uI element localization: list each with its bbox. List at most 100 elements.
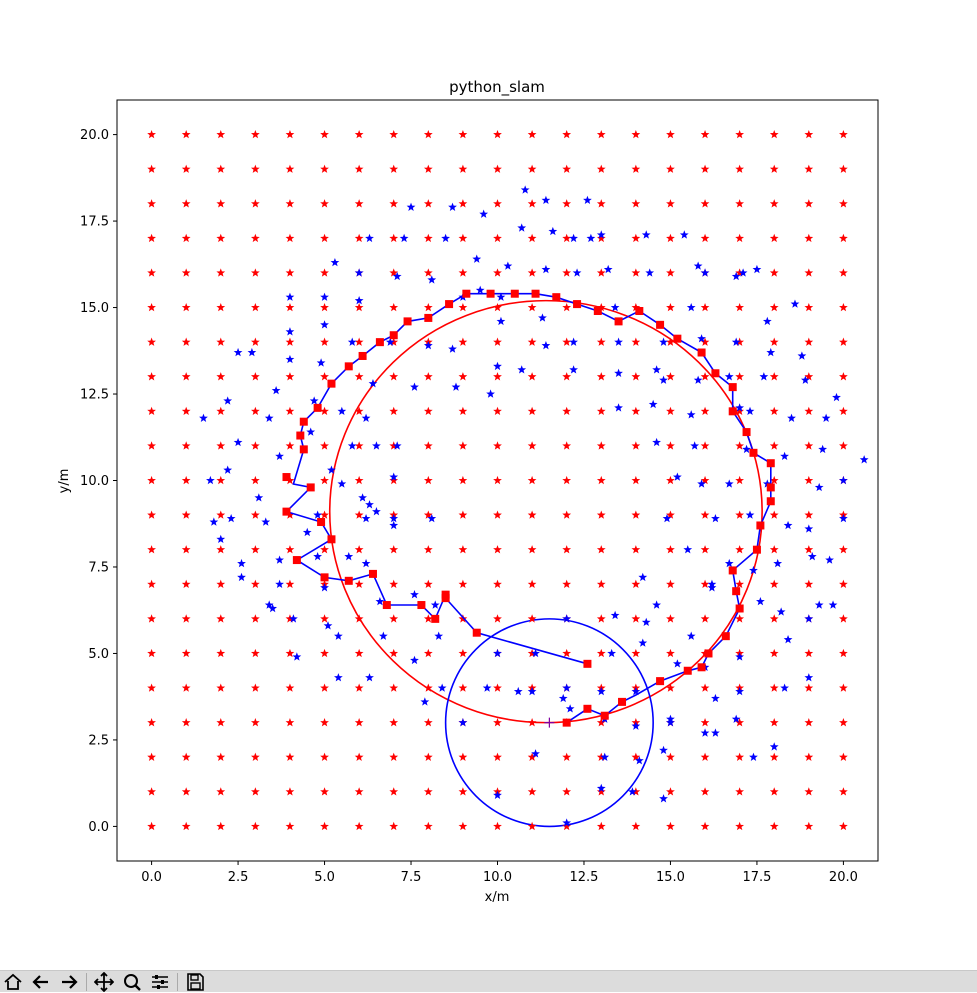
pose-marker [735,604,744,613]
landmark-star [181,441,191,450]
landmark-star [596,752,606,761]
landmark-star [320,683,329,692]
landmark-star [320,441,329,450]
landmark-star [389,648,399,658]
landmark-star [147,752,156,761]
landmark-star [250,129,260,139]
estimated-landmark-star [724,372,734,381]
landmark-star [631,233,641,243]
landmark-star [493,268,502,277]
estimated-landmark-star [392,271,402,281]
landmark-star [562,475,572,485]
landmark-star [389,268,399,277]
estimated-landmark-star [780,451,789,461]
landmark-star [216,648,226,658]
estimated-landmark-star [839,513,848,523]
estimated-landmark-star [289,614,298,623]
landmark-star [423,718,433,727]
pose-marker [327,535,336,544]
estimated-landmark-star [389,520,399,530]
landmark-star [666,579,675,588]
landmark-star [216,268,226,277]
configure-subplots-icon[interactable] [147,971,173,993]
landmark-star [631,406,641,416]
landmark-star [769,579,779,588]
estimated-landmark-star [787,413,796,422]
landmark-star [181,406,191,416]
landmark-star [250,337,260,346]
estimated-landmark-star [327,465,336,474]
landmark-star [596,406,606,416]
landmark-star [527,579,537,588]
landmark-star [666,233,675,243]
pose-marker [424,313,433,322]
x-tick-label: 15.0 [656,870,685,885]
landmark-star [250,614,260,623]
pan-icon[interactable] [91,971,117,993]
estimated-landmark-star [659,375,668,384]
landmark-star [147,164,156,173]
landmark-star [423,683,433,692]
estimated-landmark-star [603,264,613,274]
landmark-star [389,441,399,450]
landmark-star [147,372,156,381]
estimated-landmark-star [434,631,444,640]
landmark-star [596,233,606,243]
estimated-landmark-star [634,756,644,765]
back-arrow-icon[interactable] [28,971,54,993]
landmark-star [354,718,364,727]
estimated-landmark-star [275,555,284,564]
landmark-star [354,579,364,588]
pose-marker [583,704,592,713]
landmark-star [458,233,468,243]
landmark-star [181,718,191,727]
landmark-star [354,337,364,346]
estimated-landmark-star [517,365,527,374]
landmark-star [458,821,468,831]
landmark-star [596,129,606,139]
landmark-star [562,510,572,519]
landmark-star [631,129,641,139]
estimated-landmark-star [237,572,246,582]
landmark-star [527,475,537,485]
estimated-landmark-star [223,465,233,474]
landmark-star [527,164,537,173]
landmark-star [666,545,675,554]
landmark-star [839,233,848,243]
pose-marker [299,417,308,426]
landmark-star [320,475,329,485]
landmark-star [631,648,641,658]
estimated-landmark-star [807,552,817,561]
landmark-star [839,752,848,761]
pose-marker [327,379,336,388]
zoom-icon[interactable] [119,971,145,993]
y-tick-label: 2.5 [88,733,109,748]
pose-marker [486,289,495,298]
landmark-star [769,614,779,623]
landmark-star [527,614,537,623]
landmark-star [527,337,537,346]
landmark-star [250,164,260,173]
landmark-star [769,129,779,139]
forward-arrow-icon[interactable] [56,971,82,993]
landmark-star [804,129,814,139]
landmark-star [320,268,329,277]
home-icon[interactable] [0,971,26,993]
estimated-landmark-star [773,558,783,568]
landmark-star [769,510,779,519]
landmark-star [666,683,675,692]
landmark-star [389,337,399,346]
landmark-star [181,475,191,485]
x-tick-label: 2.5 [228,870,249,885]
estimated-landmark-star [700,728,710,737]
landmark-star [320,233,329,243]
landmark-star [147,199,156,208]
estimated-landmark-star [641,617,651,627]
landmark-star [423,268,433,277]
landmark-star [735,337,745,346]
landmark-star [423,510,433,519]
estimated-landmark-star [686,410,696,419]
estimated-landmark-star [562,818,572,827]
save-icon[interactable] [182,971,208,993]
y-tick-label: 10.0 [80,474,109,489]
